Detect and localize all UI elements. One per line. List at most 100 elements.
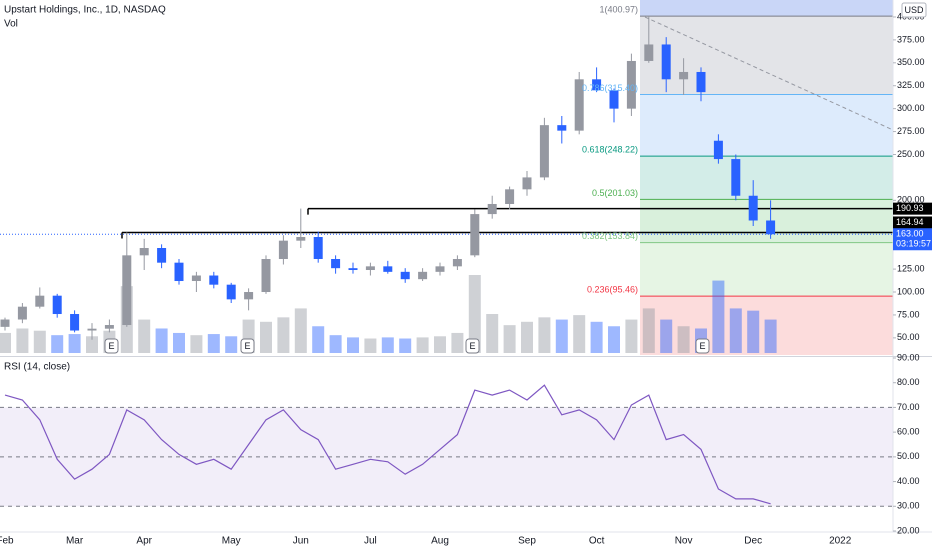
earnings-text[interactable]: E — [469, 341, 475, 351]
volume-bar — [16, 328, 29, 353]
earnings-box[interactable] — [104, 338, 119, 354]
candle-body — [400, 271, 410, 280]
candle-body — [522, 177, 532, 190]
currency-box[interactable] — [901, 2, 927, 18]
candle-body — [174, 262, 184, 282]
earnings-marker[interactable]: E — [240, 338, 255, 354]
volume-bar — [677, 326, 690, 353]
volume-bar — [521, 321, 533, 353]
volume-bar — [468, 275, 481, 353]
x-tick-label: May — [222, 536, 241, 547]
y-tick-label: 350.00 — [897, 57, 925, 67]
candle-body — [226, 284, 236, 300]
candle-body — [383, 266, 393, 272]
volume-bar — [764, 319, 777, 353]
volume-bar — [86, 336, 98, 353]
volume-bar — [538, 317, 551, 353]
trend-line — [644, 16, 894, 131]
volume-bar — [486, 314, 499, 353]
candle-body — [766, 220, 776, 235]
x-tick-label: Apr — [136, 536, 152, 547]
currency-label[interactable]: USD — [904, 5, 924, 15]
y-tick-label: 300.00 — [897, 103, 925, 113]
volume-bar — [573, 315, 586, 353]
fib-level-label: 0.786(315.40) — [582, 83, 638, 93]
y-tick-label: 50.00 — [897, 451, 920, 461]
volume-bar — [312, 326, 325, 353]
candle-body — [191, 275, 201, 282]
volume-bar — [416, 337, 429, 353]
volume-bar — [207, 334, 220, 353]
volume-bar — [294, 308, 307, 353]
volume-bar — [399, 338, 412, 353]
y-tick-label: 80.00 — [897, 377, 920, 387]
last-price-label: 163.00 — [896, 229, 924, 239]
candle-body — [278, 240, 288, 260]
background-layer — [0, 0, 893, 507]
volume-bar — [51, 335, 64, 353]
fib-band — [640, 156, 893, 200]
volume-bar — [608, 326, 620, 353]
earnings-text[interactable]: E — [244, 341, 250, 351]
y-tick-label: 375.00 — [897, 34, 925, 44]
candle-body — [557, 125, 567, 131]
candle-body — [104, 325, 114, 329]
candle-body — [592, 79, 602, 91]
x-tick-label: Mar — [66, 536, 84, 547]
volume-bar — [68, 334, 81, 353]
x-tick-label: Jul — [364, 536, 377, 547]
candle-body — [313, 237, 323, 260]
volume-bar — [747, 310, 760, 353]
candle-body — [35, 295, 45, 307]
volume-bar — [503, 325, 516, 353]
volume-bar — [451, 332, 464, 353]
y-tick-label: 20.00 — [897, 525, 920, 535]
candle-body — [679, 71, 689, 80]
earnings-box[interactable] — [695, 338, 710, 354]
candle-body — [661, 44, 671, 80]
volume-bar — [590, 321, 603, 353]
earnings-text[interactable]: E — [108, 341, 114, 351]
x-tick-label: 2022 — [829, 536, 852, 547]
y-tick-label: 70.00 — [897, 402, 920, 412]
volume-bar — [190, 335, 203, 353]
candle-body — [696, 71, 706, 93]
earnings-marker[interactable]: E — [104, 338, 119, 354]
y-tick-label: 30.00 — [897, 501, 920, 511]
candle-body — [365, 266, 375, 271]
earnings-marker[interactable]: E — [465, 338, 480, 354]
rsi-legend: RSI (14, close) — [4, 362, 70, 373]
candle-body — [261, 259, 271, 293]
candle-body — [331, 259, 341, 269]
candle-body — [644, 44, 654, 61]
volume-bar — [260, 321, 272, 353]
price-line-box — [893, 216, 932, 229]
volume-bar — [434, 336, 446, 353]
earnings-box[interactable] — [240, 338, 255, 354]
candle-body — [748, 195, 758, 221]
countdown-label: 03:19:57 — [896, 239, 931, 249]
candle-body — [713, 140, 723, 160]
candle-body — [539, 125, 549, 178]
y-tick-label: 50.00 — [897, 332, 920, 342]
rsi-band — [0, 407, 893, 507]
x-tick-label: Feb — [0, 536, 14, 547]
earnings-box[interactable] — [465, 338, 480, 354]
volume-bar — [173, 332, 185, 353]
chart-title: Upstart Holdings, Inc., 1D, NASDAQ — [4, 5, 166, 16]
candle-body — [348, 268, 358, 271]
volume-bar — [0, 332, 11, 353]
fib-level-label: 0.5(201.03) — [592, 188, 638, 198]
x-tick-label: Sep — [518, 536, 536, 547]
candle-body — [487, 203, 497, 215]
last-price-box — [893, 228, 932, 251]
price-line-label: 164.94 — [896, 217, 924, 227]
fib-level-label: 0.618(248.22) — [582, 144, 638, 154]
earnings-text[interactable]: E — [699, 341, 705, 351]
y-tick-label: 60.00 — [897, 427, 920, 437]
x-tick-label: Dec — [744, 536, 762, 547]
volume-bar — [225, 336, 238, 353]
earnings-marker[interactable]: E — [695, 338, 710, 354]
candle-body — [626, 60, 636, 109]
